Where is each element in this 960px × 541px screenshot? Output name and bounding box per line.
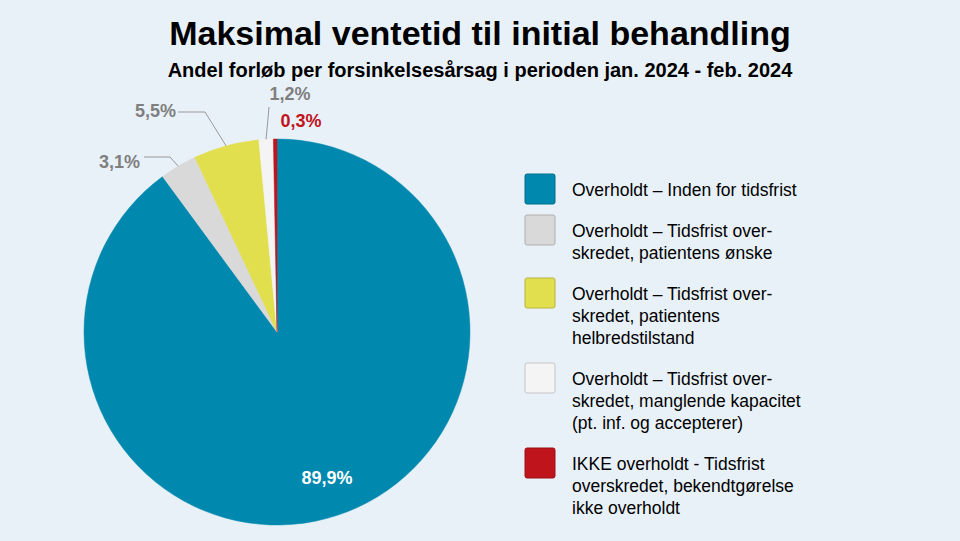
chart: Maksimal ventetid til initial behandling… — [0, 0, 960, 541]
leader-line — [144, 157, 178, 166]
legend-swatch — [525, 448, 555, 478]
legend-label-line: (pt. inf. og accepterer) — [572, 413, 743, 433]
pie-slice — [84, 139, 470, 525]
legend-label-line: Overholdt – Inden for tidsfrist — [572, 180, 797, 200]
data-label: 5,5% — [135, 101, 176, 121]
legend-label-line: IKKE overholdt - Tidsfrist — [572, 454, 765, 474]
legend-label: Overholdt – Tidsfrist over-skredet, mang… — [572, 369, 801, 433]
legend-swatch — [525, 174, 555, 204]
legend-label-line: skredet, manglende kapacitet — [572, 391, 801, 411]
data-label: 1,2% — [269, 84, 310, 104]
legend-label-line: skredet, patientens — [572, 306, 720, 326]
legend-swatch — [525, 363, 555, 393]
legend-label-line: Overholdt – Tidsfrist over- — [572, 221, 773, 241]
legend-label-line: skredet, patientens ønske — [572, 243, 772, 263]
title: Maksimal ventetid til initial behandling — [169, 14, 791, 52]
data-label: 89,9% — [301, 468, 352, 488]
leader-line — [178, 112, 226, 146]
pie-slice — [273, 139, 277, 332]
legend-label: Overholdt – Tidsfrist over-skredet, pati… — [572, 284, 773, 348]
legend-label: Overholdt – Tidsfrist over-skredet, pati… — [572, 221, 773, 263]
subtitle: Andel forløb per forsinkelsesårsag i per… — [168, 59, 794, 81]
legend: Overholdt – Inden for tidsfrist Overholdt… — [525, 174, 801, 518]
legend-label: IKKE overholdt - Tidsfristoverskredet, b… — [572, 454, 794, 518]
data-label: 0,3% — [280, 111, 321, 131]
data-label: 3,1% — [99, 152, 140, 172]
pie-slice — [259, 139, 277, 332]
legend-label-line: helbredstilstand — [572, 328, 695, 348]
pie-slice — [195, 140, 277, 332]
pie: 89,9% 3,1% 5,5% 1,2% 0,3% — [84, 84, 470, 525]
legend-label-line: overskredet, bekendtgørelse — [572, 476, 794, 496]
legend-label-line: Overholdt – Tidsfrist over- — [572, 369, 773, 389]
leader-line — [266, 107, 269, 139]
legend-label-line: Overholdt – Tidsfrist over- — [572, 284, 773, 304]
legend-label-line: ikke overholdt — [572, 498, 680, 518]
legend-label: Overholdt – Inden for tidsfrist — [572, 180, 797, 200]
legend-swatch — [525, 278, 555, 308]
background — [0, 0, 960, 541]
legend-swatch — [525, 215, 555, 245]
